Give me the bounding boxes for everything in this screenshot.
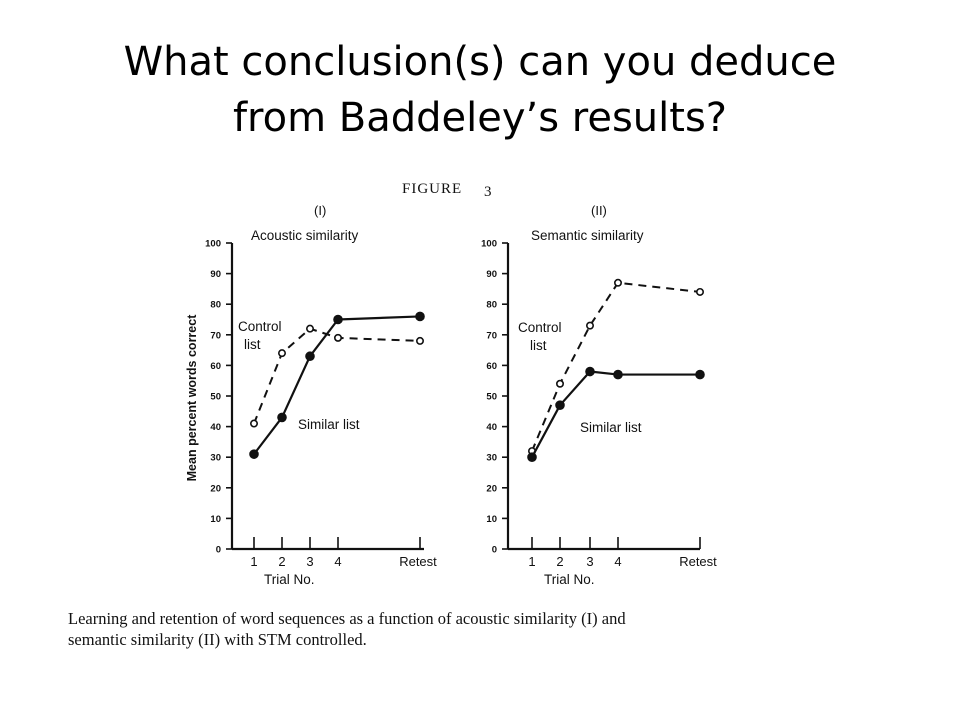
y-tick-label: 10 [486,514,497,525]
x-tick-label: 4 [334,554,341,569]
y-tick-label: 40 [486,422,497,433]
x-tick-label: Retest [399,554,437,569]
chart-title: Acoustic similarity [251,228,359,243]
figure-caption-line-2: semantic similarity (II) with STM contro… [68,630,367,649]
x-axis-label: Trial No. [264,572,315,587]
series-control-list-point [415,336,424,345]
slide-title: What conclusion(s) can you deduce from B… [0,34,960,146]
series-similar-list-point [305,351,315,362]
y-tick-label: 0 [492,545,497,556]
legend-label-control: Control [518,320,562,335]
x-tick-label: Retest [679,554,717,569]
series-similar-list-point [555,400,565,410]
y-tick-label: 10 [210,514,221,525]
y-tick-label: 100 [205,239,221,250]
y-tick-label: 70 [210,330,221,341]
series-control-list-point [333,333,342,342]
y-tick-label: 20 [486,483,497,494]
x-tick-label: 1 [528,554,535,569]
panel-label: (II) [591,203,607,218]
legend-label-control: list [244,337,261,352]
series-similar-list-point [333,314,343,325]
y-axis-label: Mean percent words correct [185,314,199,482]
figure-label-number: 3 [484,184,492,200]
legend-label-control: list [530,338,547,353]
series-control-list-point [250,419,259,428]
figure-caption-line-1: Learning and retention of word sequences… [68,609,626,628]
x-axis-label: Trial No. [544,572,595,587]
series-control-list-point [613,278,622,287]
series-control-list-point [305,324,314,333]
chart-panel-acoustic: (I) Acoustic similarity 0 10 20 30 40 50 60 70 80 9… [185,203,437,587]
legend-label-control: Control [238,319,282,334]
chart-panel-semantic: (II) Semantic similarity 0 10 20 30 40 50 60 70 80… [481,203,717,587]
y-tick-label: 60 [486,361,497,372]
y-tick-label: 50 [210,392,221,403]
y-tick-label: 20 [210,483,221,494]
series-similar-list-point [695,369,705,380]
x-tick-label: 1 [250,554,257,569]
y-tick-label: 0 [216,545,221,556]
series-control-list-point [695,287,704,296]
y-tick-label: 80 [486,300,497,311]
y-tick-label: 90 [486,269,497,280]
chart-title: Semantic similarity [531,228,644,243]
x-tick-label: 2 [278,554,285,569]
y-tick-label: 60 [210,361,221,372]
figure-caption: Learning and retention of word sequences… [68,608,868,650]
series-control-list-point [277,349,286,358]
series-control-list-point [555,379,564,388]
y-tick-label: 70 [486,330,497,341]
y-tick-label: 90 [210,269,221,280]
slide-title-line-1: What conclusion(s) can you deduce [123,39,837,85]
y-tick-label: 30 [486,453,497,464]
series-similar-list-point [527,452,537,463]
series-similar-list-point [613,369,623,380]
series-similar-list-point [415,311,425,322]
series-control-list-line [253,327,421,424]
x-tick-label: 2 [556,554,563,569]
series-similar-list-point [277,412,287,423]
slide-title-line-2: from Baddeley’s results? [232,95,728,141]
x-tick-label: 3 [586,554,593,569]
figure-label: FIGURE [402,181,462,197]
series-control-list-point [585,321,594,330]
legend-label-similar: Similar list [298,417,360,432]
y-tick-label: 40 [210,422,221,433]
panel-label: (I) [314,203,326,218]
x-tick-label: 3 [306,554,313,569]
y-tick-label: 50 [486,392,497,403]
series-similar-list-point [249,449,259,459]
legend-label-similar: Similar list [580,420,642,435]
series-control-list-line [531,281,701,452]
y-tick-label: 100 [481,239,497,250]
series-similar-list-point [585,366,595,377]
x-tick-label: 4 [614,554,621,569]
y-tick-label: 80 [210,300,221,311]
y-tick-label: 30 [210,453,221,464]
